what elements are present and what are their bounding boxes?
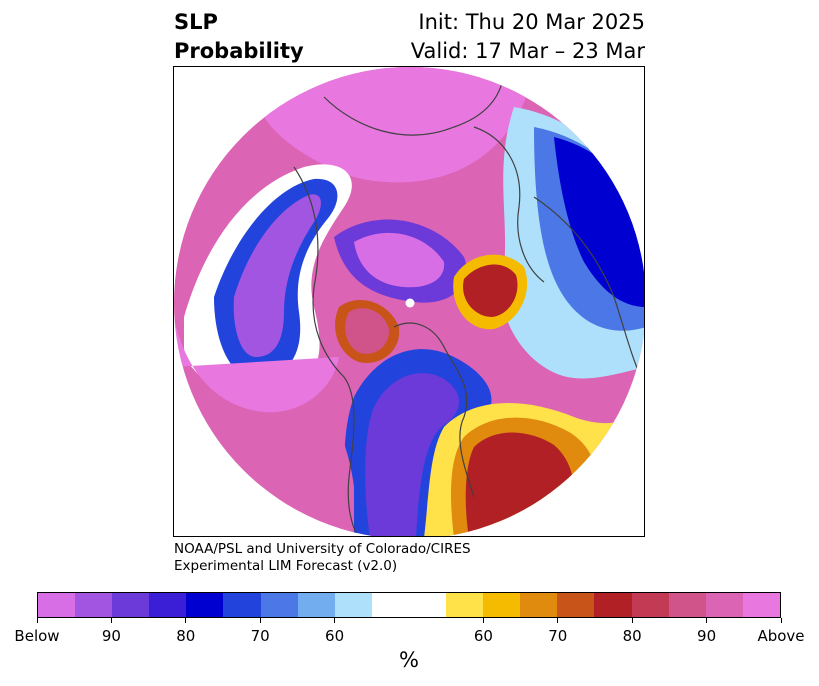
init-date: Init: Thu 20 Mar 2025 (418, 10, 645, 34)
colorbar-tick-label: 60 (473, 627, 493, 645)
colorbar-above-0 (446, 593, 484, 617)
variable-name: SLP (174, 10, 218, 34)
field-below-namerica-core (365, 373, 459, 536)
colorbar-tick-label: 90 (697, 627, 717, 645)
colorbar-below-2 (112, 593, 150, 617)
probability-map (174, 67, 644, 536)
colorbar-tick (259, 618, 261, 623)
colorbar-tick (557, 618, 559, 623)
colorbar-above-8 (742, 593, 780, 617)
credit-line2: Experimental LIM Forecast (v2.0) (174, 558, 398, 574)
credit-line1: NOAA/PSL and University of Colorado/CIRE… (174, 541, 471, 557)
colorbar-tick-label: Above (757, 627, 805, 645)
colorbar-below-0 (38, 593, 76, 617)
colorbar-below-4 (186, 593, 224, 617)
colorbar-tick-label: 70 (548, 627, 568, 645)
colorbar-below-8 (334, 593, 372, 617)
colorbar-tick-label: Below (14, 627, 60, 645)
colorbar (37, 592, 781, 618)
colorbar-below-3 (149, 593, 187, 617)
field-below-pole-core (354, 232, 445, 288)
colorbar-tick (482, 618, 484, 623)
colorbar-below-1 (75, 593, 113, 617)
field-above-pacific (174, 317, 339, 413)
colorbar-tick-label: 80 (622, 627, 642, 645)
colorbar-above-3 (557, 593, 595, 617)
map-panel (173, 66, 645, 537)
colorbar-above-2 (520, 593, 558, 617)
title-variable: SLP Probability (174, 8, 304, 66)
field-below-west-core (233, 194, 321, 357)
field-above-canada-core (345, 308, 390, 354)
colorbar-neutral (371, 593, 447, 617)
colorbar-below-5 (223, 593, 261, 617)
title-dates: Init: Thu 20 Mar 2025 Valid: 17 Mar – 23… (411, 8, 645, 66)
variable-subtitle: Probability (174, 39, 304, 63)
colorbar-above-7 (705, 593, 743, 617)
field-above-barents-core (463, 264, 518, 317)
colorbar-above-6 (668, 593, 706, 617)
colorbar-tick (36, 618, 38, 623)
colorbar-tick (334, 618, 336, 623)
colorbar-above-5 (631, 593, 669, 617)
credit-text: NOAA/PSL and University of Colorado/CIRE… (174, 541, 471, 575)
colorbar-tick (185, 618, 187, 623)
coastlines (293, 67, 644, 536)
colorbar-tick (706, 618, 708, 623)
field-above-westcoast (314, 397, 354, 536)
colorbar-below-7 (297, 593, 335, 617)
colorbar-tick-label: 60 (325, 627, 345, 645)
colorbar-above-4 (594, 593, 632, 617)
colorbar-tick (780, 618, 782, 623)
colorbar-tick-label: 80 (176, 627, 196, 645)
colorbar-unit: % (399, 648, 419, 672)
colorbar-below-6 (260, 593, 298, 617)
field-above-north (264, 67, 534, 183)
colorbar-tick-label: 90 (101, 627, 121, 645)
pole-marker (405, 298, 415, 308)
colorbar-tick (631, 618, 633, 623)
colorbar-tick-label: 70 (250, 627, 270, 645)
colorbar-above-1 (483, 593, 521, 617)
valid-range: Valid: 17 Mar – 23 Mar (410, 39, 645, 63)
colorbar-tick (110, 618, 112, 623)
